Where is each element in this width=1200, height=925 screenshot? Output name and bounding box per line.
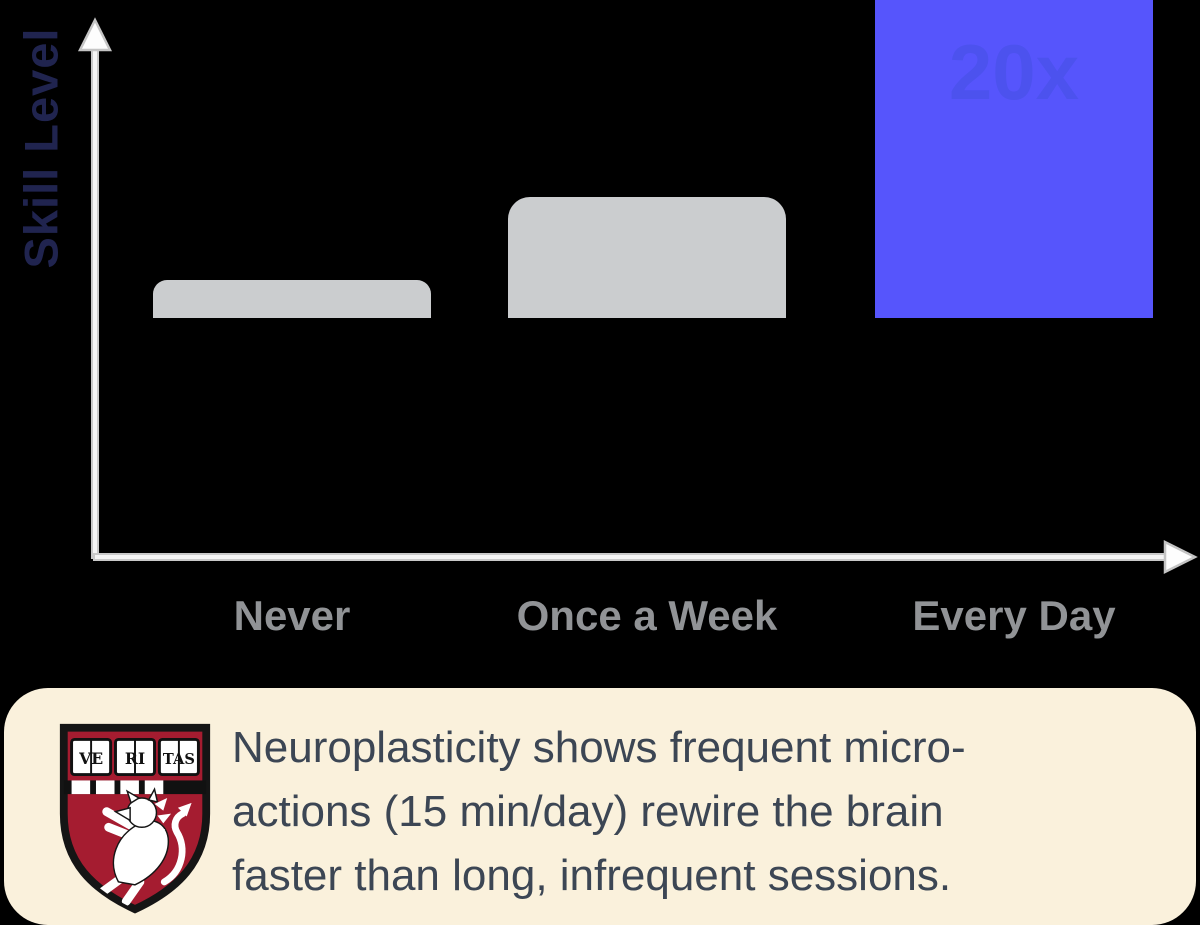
book-text-ri: RI [125,749,145,768]
bar-chart: Skill Level Never Once a Week Every Day 20… [15,0,1198,639]
book-text-ve: VE [78,749,103,768]
harvard-crest-icon: VE RI TAS [59,723,211,914]
x-label-every-day: Every Day [912,592,1116,639]
veritas-books: VE RI TAS [70,738,200,777]
bar-never [153,279,431,318]
lion-rampant [98,787,192,906]
x-label-never: Never [233,592,351,639]
book-text-tas: TAS [163,751,195,768]
harvard-callout: VE RI TAS [4,688,1196,925]
y-axis-arrow-icon [77,17,113,52]
x-axis-arrow-icon [1163,539,1198,575]
bar-once-a-week [508,196,786,318]
bar-every-day [875,0,1153,318]
callout-line-2: actions (15 min/day) rewire the brain [232,787,944,836]
callout-text: Neuroplasticity shows frequent micro- ac… [232,716,1162,908]
shield-band [63,780,207,795]
chart-axes [77,17,1198,575]
bar-annotation-every-day: 20x [948,28,1080,116]
callout-line-3: faster than long, infrequent sessions. [232,851,952,900]
callout-line-1: Neuroplasticity shows frequent micro- [232,723,966,772]
x-label-once-a-week: Once a Week [516,592,778,639]
